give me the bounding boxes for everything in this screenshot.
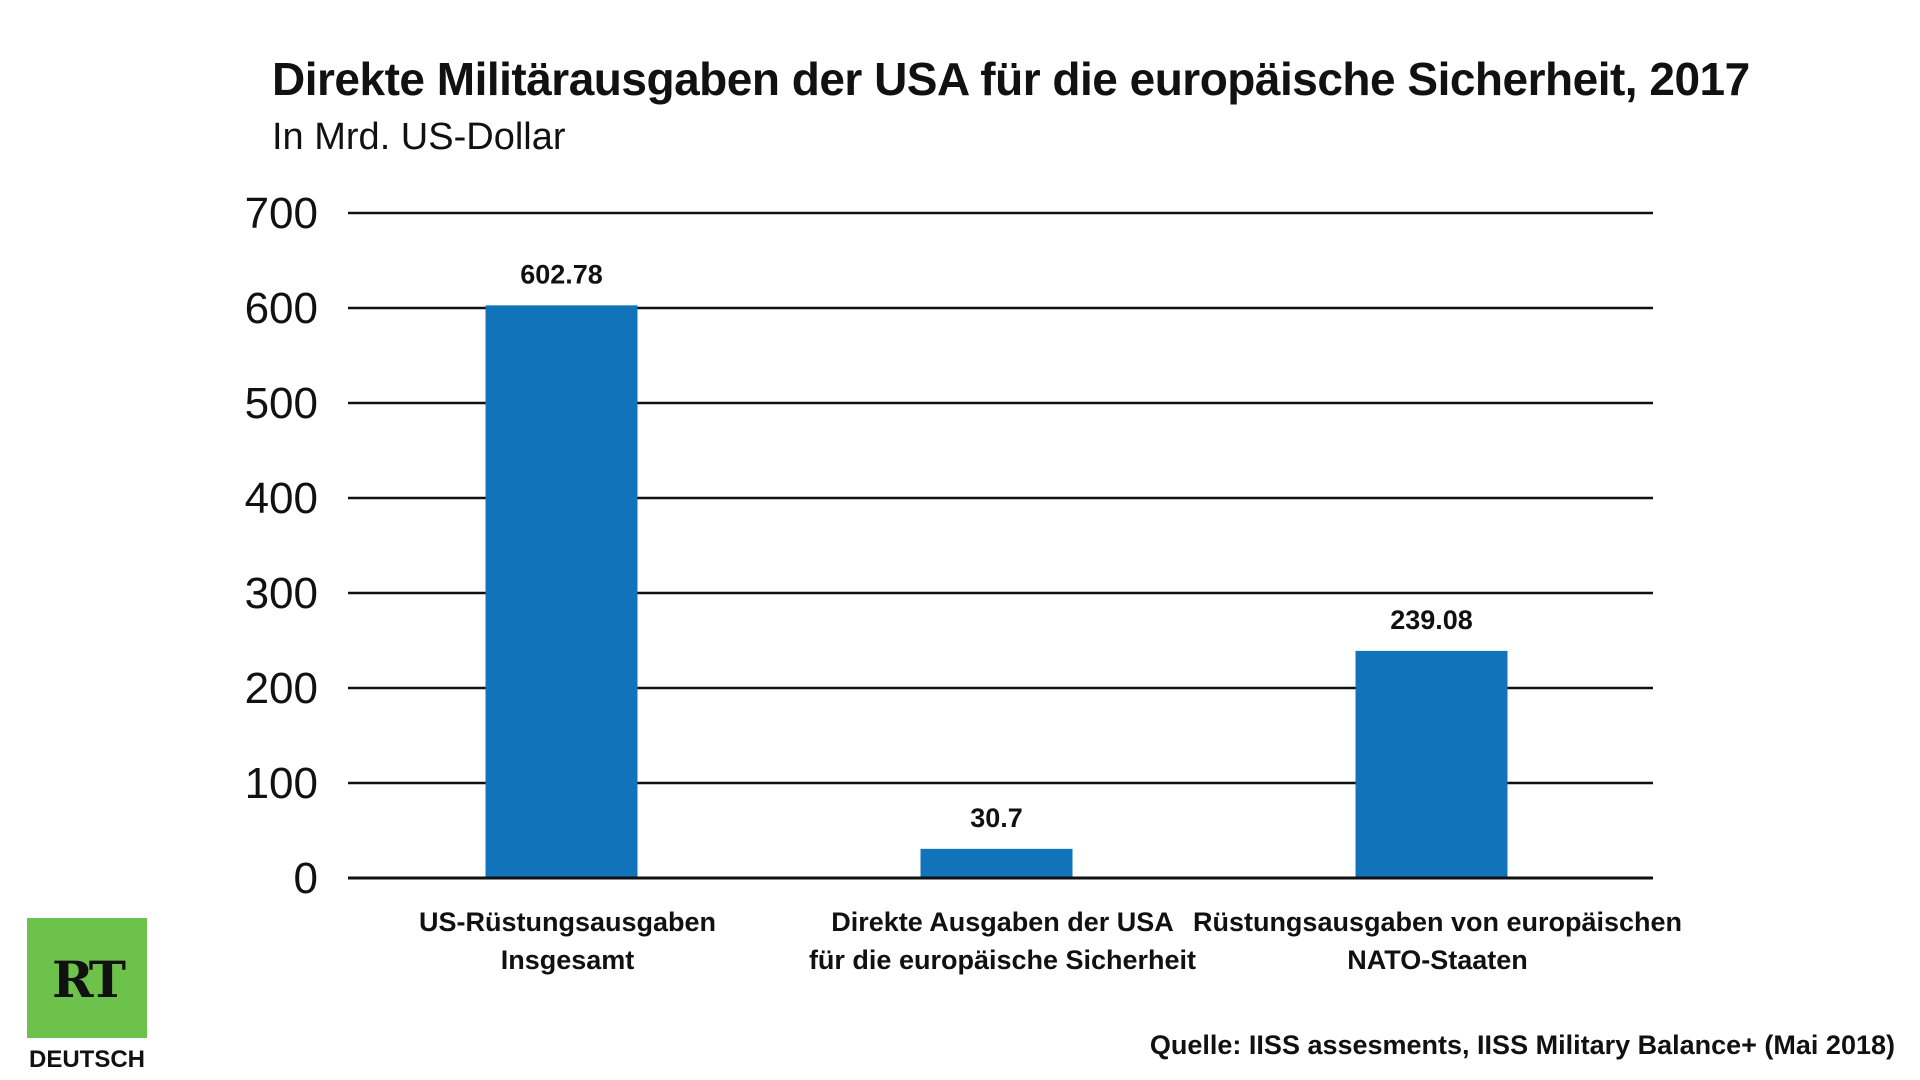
y-tick-label: 500: [245, 379, 318, 428]
rt-logo-caption: DEUTSCH: [28, 1046, 145, 1073]
data-label: 239.08: [1390, 605, 1473, 635]
chart-subtitle: In Mrd. US-Dollar: [272, 116, 566, 158]
source-note: Quelle: IISS assesments, IISS Military B…: [1149, 1030, 1895, 1060]
x-tick-label: US-Rüstungsausgaben: [419, 907, 716, 937]
x-tick-label: Rüstungsausgaben von europäischen: [1193, 907, 1682, 937]
x-tick-label: für die europäische Sicherheit: [809, 945, 1196, 975]
y-tick-label: 200: [245, 664, 318, 713]
chart-title: Direkte Militärausgaben der USA für die …: [272, 53, 1750, 105]
rt-logo-text: RT: [52, 950, 126, 1009]
y-tick-label: 600: [245, 284, 318, 333]
y-tick-label: 400: [245, 474, 318, 523]
data-label: 30.7: [970, 803, 1023, 833]
x-tick-label: NATO-Staaten: [1347, 945, 1528, 975]
y-tick-label: 700: [245, 189, 318, 238]
bar: [920, 848, 1073, 878]
y-tick-label: 300: [245, 569, 318, 618]
rt-logo: RT: [27, 918, 147, 1038]
bar-chart: 0 100 200 300 400 500 600 700 602.78 US-Rüstungsa…: [245, 189, 1682, 975]
y-tick-label: 100: [245, 759, 318, 808]
bar: [1355, 650, 1508, 878]
x-tick-label: Direkte Ausgaben der USA: [831, 907, 1174, 937]
x-tick-label: Insgesamt: [501, 945, 635, 975]
data-label: 602.78: [520, 259, 603, 289]
y-tick-label: 0: [294, 854, 318, 903]
bar: [485, 305, 638, 878]
